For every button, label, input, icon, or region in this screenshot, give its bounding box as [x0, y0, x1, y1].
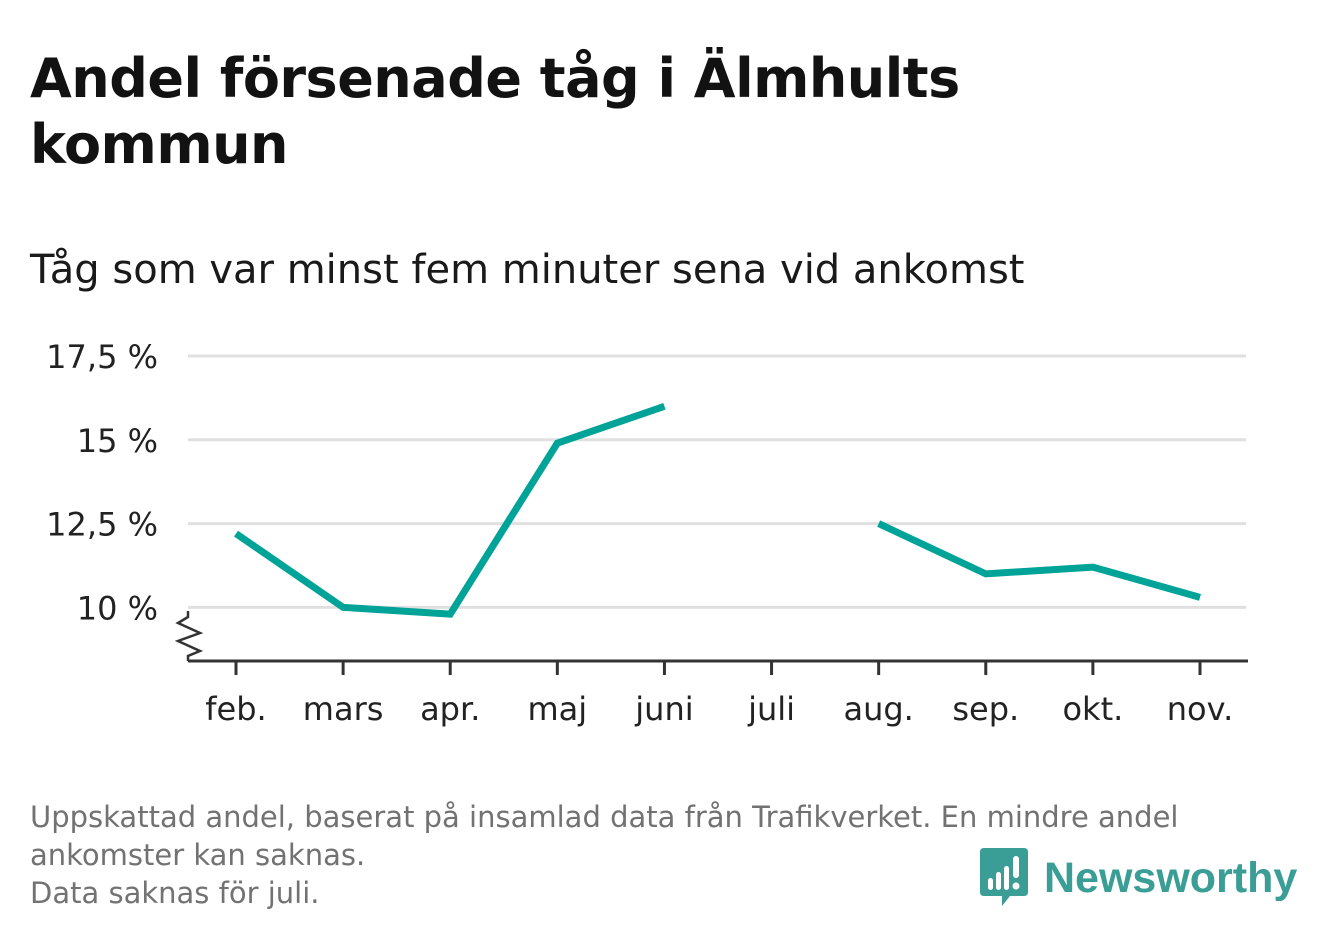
- series-line: [234, 402, 666, 618]
- x-tick-label: apr.: [420, 690, 480, 728]
- logo-text: Newsworthy: [1044, 853, 1298, 902]
- x-tick-label: aug.: [843, 690, 913, 728]
- footnote-source: Uppskattad andel, baserat på insamlad da…: [30, 800, 1179, 872]
- y-axis-labels: 10 % 12,5 % 15 % 17,5 %: [46, 338, 158, 627]
- chart-title: Andel försenade tåg i Älmhults kommun: [30, 47, 960, 176]
- y-tick-label: 17,5 %: [46, 338, 158, 376]
- x-axis-labels: feb. mars apr. maj juni juli aug. sep. okt. nov.: [205, 690, 1233, 728]
- axis-break-icon: [174, 611, 204, 661]
- newsworthy-logo: Newsworthy: [980, 848, 1297, 908]
- series-line: [877, 520, 1201, 601]
- x-tick-label: maj: [527, 690, 587, 728]
- x-tick-label: nov.: [1167, 690, 1233, 728]
- y-tick-label: 12,5 %: [46, 506, 158, 544]
- x-axis: [174, 611, 1248, 675]
- newsworthy-logo-icon: [980, 848, 1028, 906]
- x-tick-label: mars: [303, 690, 384, 728]
- x-tick-label: okt.: [1062, 690, 1123, 728]
- series-lines: [234, 402, 1201, 618]
- x-tick-label: juli: [747, 690, 795, 728]
- y-tick-label: 15 %: [77, 422, 158, 460]
- footnote-missing-data: Data saknas för juli.: [30, 876, 320, 910]
- footnote: Uppskattad andel, baserat på insamlad da…: [30, 798, 1280, 912]
- x-tick-label: feb.: [205, 690, 266, 728]
- x-tick-label: juni: [634, 690, 693, 728]
- y-tick-label: 10 %: [77, 589, 158, 627]
- chart-subtitle: Tåg som var minst fem minuter sena vid a…: [30, 247, 1025, 293]
- x-tick-label: sep.: [952, 690, 1019, 728]
